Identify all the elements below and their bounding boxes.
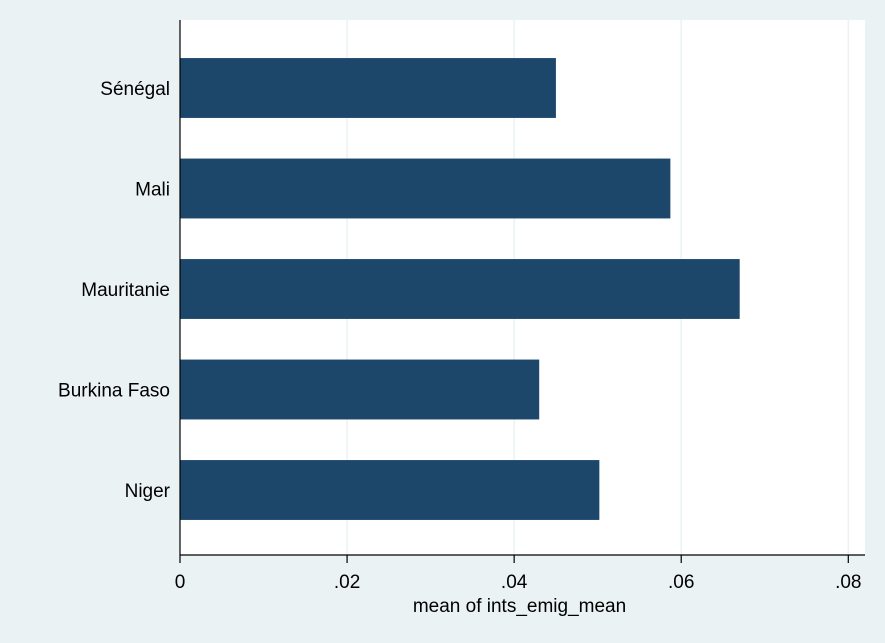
bar	[180, 58, 556, 118]
bar	[180, 259, 740, 319]
category-label: Burkina Faso	[58, 381, 170, 402]
x-tick-label: .04	[501, 572, 528, 593]
category-label: Niger	[125, 481, 171, 502]
x-tick-label: .08	[835, 572, 861, 593]
category-label: Mali	[135, 180, 170, 201]
bar	[180, 460, 600, 520]
bar	[180, 359, 540, 420]
x-tick-label: .02	[334, 572, 360, 593]
x-axis-title: mean of ints_emig_mean	[413, 596, 626, 617]
category-labels: Sénégal Mali Mauritanie Burkina Faso Niger	[58, 79, 171, 502]
x-tick-label: 0	[175, 572, 186, 593]
category-label: Sénégal	[100, 79, 170, 100]
bars	[180, 58, 740, 520]
x-axis-ticks: 0 .02 .04 .06 .08	[175, 555, 862, 593]
bar	[180, 158, 671, 219]
category-label: Mauritanie	[81, 280, 170, 301]
x-tick-label: .06	[668, 572, 694, 593]
